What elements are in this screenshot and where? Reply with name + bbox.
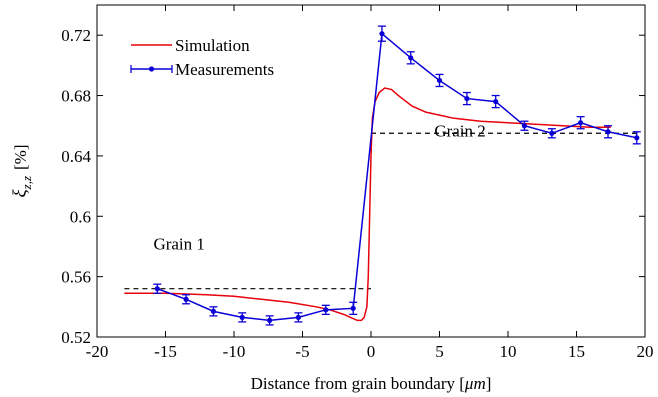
measurement-marker [154, 286, 160, 292]
measurement-marker [605, 129, 611, 135]
x-tick-label: -20 [86, 342, 109, 361]
x-axis-label: Distance from grain boundary [μm] [251, 374, 492, 393]
measurement-marker [183, 296, 189, 302]
legend-simulation-label: Simulation [175, 36, 250, 55]
measurement-point [604, 125, 613, 139]
annotations: Grain 1 Grain 2 [153, 121, 485, 253]
measurement-point [435, 73, 444, 88]
axis-ticks [96, 5, 646, 338]
x-tick-label: 10 [500, 342, 517, 361]
y-tick-label: 0.64 [61, 147, 91, 166]
measurement-point [462, 91, 471, 106]
measurement-point [321, 304, 330, 316]
legend-measurements-label: Measurements [175, 60, 274, 79]
measurement-marker [521, 123, 528, 129]
measurement-point [547, 128, 556, 139]
measurement-marker [578, 120, 584, 126]
legend: Simulation Measurements [130, 36, 274, 79]
measurement-point [294, 312, 303, 323]
measurement-point [153, 283, 162, 294]
x-axis-label-unit: μm [464, 374, 486, 393]
measurement-point [491, 94, 500, 109]
measurement-marker [350, 305, 356, 311]
measurement-point [182, 294, 191, 305]
measurement-marker [379, 31, 385, 37]
y-axis-label-subscript: z,z [19, 176, 34, 190]
x-tick-label: -10 [223, 342, 246, 361]
y-axis-label-unit: [%] [11, 145, 30, 170]
measurement-marker [549, 130, 555, 136]
measurement-point [406, 51, 415, 65]
measurement-marker [436, 77, 443, 84]
x-tick-label: 15 [568, 342, 585, 361]
y-tick-label: 0.56 [61, 268, 91, 287]
measurement-point [209, 306, 218, 317]
x-tick-label: 0 [367, 342, 376, 361]
measurement-marker [464, 95, 470, 102]
y-tick-label: 0.68 [61, 87, 91, 106]
grain-annotation: Grain 2 [434, 121, 485, 140]
x-tick-label: -15 [154, 342, 177, 361]
measurements-line [157, 32, 637, 322]
plot-area [124, 25, 641, 326]
measurement-marker [408, 55, 414, 61]
measurement-marker [493, 98, 499, 105]
tick-labels: -20 -15 -10 -5 0 5 10 15 20 0.52 0.56 0.6 0.64 0.68 0.… [61, 26, 653, 361]
y-tick-label: 0.52 [61, 328, 91, 347]
legend-measurements-marker [148, 66, 155, 72]
measurement-marker [295, 314, 301, 320]
y-axis-label-symbol: ξ [10, 189, 31, 198]
y-tick-label: 0.6 [70, 207, 91, 226]
x-axis-label-bracket-left: [ [459, 374, 465, 393]
measurement-marker [323, 307, 329, 313]
simulation-line [124, 87, 611, 322]
measurement-point [520, 120, 529, 131]
y-tick-label: 0.72 [61, 26, 91, 45]
measurement-point [632, 131, 641, 145]
reference-lines [124, 132, 640, 290]
measurement-point [238, 312, 247, 323]
measurement-marker [634, 135, 640, 141]
measurement-point [377, 25, 386, 42]
y-axis-label: ξz,z [%] [10, 145, 34, 198]
measurement-point [349, 301, 358, 316]
series-layer [124, 25, 641, 326]
x-axis-label-text: Distance from grain boundary [251, 374, 460, 393]
grain-annotation: Grain 1 [153, 234, 204, 253]
measurement-marker [267, 317, 273, 323]
x-tick-label: 5 [435, 342, 444, 361]
x-axis-label-bracket-right: ] [486, 374, 492, 393]
measurement-point [576, 116, 585, 130]
x-tick-label: -5 [295, 342, 309, 361]
x-tick-label: 20 [637, 342, 654, 361]
measurement-point [265, 315, 274, 326]
measurement-marker [210, 308, 217, 314]
measurement-marker [239, 314, 245, 320]
